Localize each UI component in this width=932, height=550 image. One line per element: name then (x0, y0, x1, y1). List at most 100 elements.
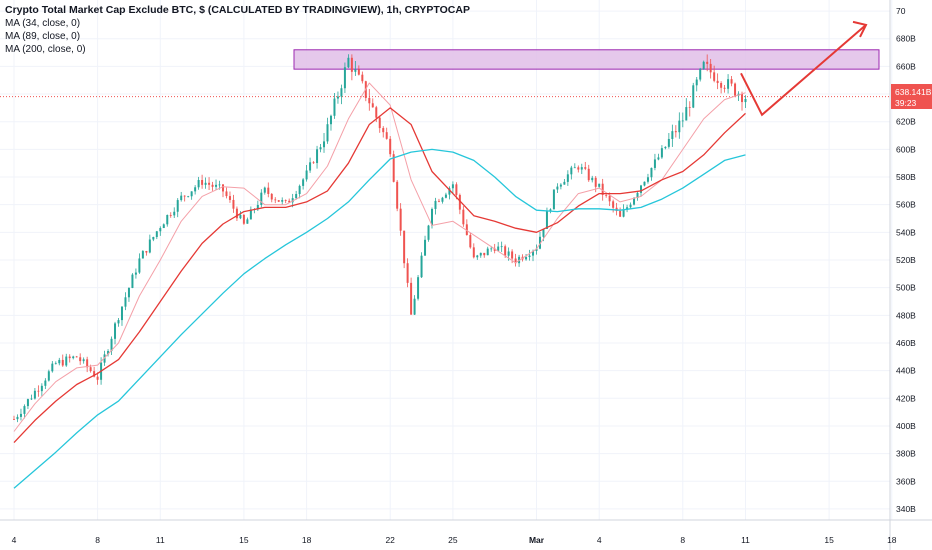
candle-body (653, 159, 656, 168)
candle-body (281, 200, 284, 202)
candle-body (486, 248, 489, 256)
chart-title: Crypto Total Market Cap Exclude BTC, $ (… (5, 4, 470, 16)
candle-body (660, 148, 663, 158)
candle-body (671, 131, 674, 139)
candle-body (695, 79, 698, 86)
candle-body (246, 219, 249, 224)
candle-body (211, 184, 214, 187)
candle-body (86, 359, 89, 368)
candle-body (720, 83, 723, 88)
candle-body (242, 214, 245, 224)
candle-body (552, 189, 555, 210)
legend-ma-200[interactable]: MA (200, close, 0) (5, 44, 86, 55)
candle-body (159, 228, 162, 232)
price-tick-label: 500B (896, 283, 916, 293)
candle-body (417, 277, 420, 299)
candle-body (323, 141, 326, 148)
price-tick-label: 440B (896, 366, 916, 376)
candle-body (434, 200, 437, 209)
candle-body (681, 120, 684, 122)
candle-body (54, 363, 57, 365)
candle-body (577, 167, 580, 170)
candle-body (270, 193, 273, 200)
candle-body (688, 107, 691, 108)
candle-body (13, 419, 15, 420)
candle-body (65, 356, 68, 366)
candle-body (197, 180, 200, 188)
candle-body (413, 298, 416, 315)
candle-body (218, 184, 221, 186)
price-tick-label: 420B (896, 393, 916, 403)
candle-body (549, 209, 552, 212)
candle-body (507, 251, 510, 256)
candle-body (263, 187, 266, 193)
candle-body (40, 385, 43, 392)
candle-body (650, 167, 653, 178)
candle-body (699, 68, 702, 80)
price-tick-label: 480B (896, 310, 916, 320)
candle-body (222, 184, 224, 192)
candle-body (451, 184, 454, 189)
candle-body (120, 306, 123, 321)
candle-body (559, 184, 562, 187)
legend-ma-89[interactable]: MA (89, close, 0) (5, 31, 81, 42)
candle-body (532, 250, 535, 256)
candle-body (465, 224, 468, 236)
candle-body (584, 167, 587, 169)
time-axis[interactable]: 4 8 11 15 18 22 25 Mar 4 8 11 15 18 (12, 535, 897, 545)
time-tick-label: 18 (887, 535, 897, 545)
time-tick-label: Mar (529, 535, 545, 545)
time-tick-label: 25 (448, 535, 458, 545)
candle-body (493, 248, 496, 251)
candle-body (166, 215, 169, 225)
candle-body (511, 251, 514, 259)
candle-body (16, 416, 19, 420)
time-tick-label: 8 (95, 535, 100, 545)
candle-body (228, 196, 231, 200)
moving-average-lines (13, 82, 746, 489)
candle-body (612, 201, 615, 208)
price-tick-label: 600B (896, 144, 916, 154)
candle-body (385, 132, 388, 139)
candle-body (274, 199, 277, 201)
candle-body (538, 236, 541, 249)
candle-body (403, 230, 406, 264)
candle-body (587, 168, 590, 181)
ma-line-2 (13, 148, 746, 489)
candle-body (709, 63, 712, 73)
candle-body (605, 194, 608, 196)
candle-body (110, 338, 113, 352)
price-tick-label: 520B (896, 255, 916, 265)
candle-body (723, 87, 726, 89)
price-tick-label: 380B (896, 449, 916, 459)
candle-body (674, 131, 677, 133)
candle-body (424, 239, 427, 256)
candle-body (235, 208, 238, 219)
candle-body (347, 57, 350, 68)
resistance-zone (293, 49, 880, 70)
legend-ma-34[interactable]: MA (34, close, 0) (5, 18, 81, 29)
candle-body (89, 367, 92, 372)
candle-body (535, 248, 538, 251)
candle-body (580, 167, 583, 170)
candles (13, 54, 747, 423)
time-tick-label: 22 (385, 535, 395, 545)
candle-body (566, 174, 569, 182)
candle-body (232, 199, 235, 209)
candle-body (399, 208, 402, 231)
time-tick-label: 4 (597, 535, 602, 545)
candle-body (96, 376, 99, 380)
candle-body (734, 83, 737, 96)
candle-body (685, 107, 688, 121)
candle-body (256, 204, 259, 210)
candle-body (619, 211, 622, 217)
candle-body (636, 192, 639, 198)
candle-body (556, 186, 559, 190)
candle-body (316, 149, 319, 164)
candle-body (497, 246, 500, 251)
price-axis[interactable]: 340B 360B 380B 400B 420B 440B 460B 480B 500B 520B… (896, 6, 916, 514)
candle-body (208, 182, 211, 185)
candle-body (427, 225, 430, 240)
candle-body (563, 181, 566, 185)
